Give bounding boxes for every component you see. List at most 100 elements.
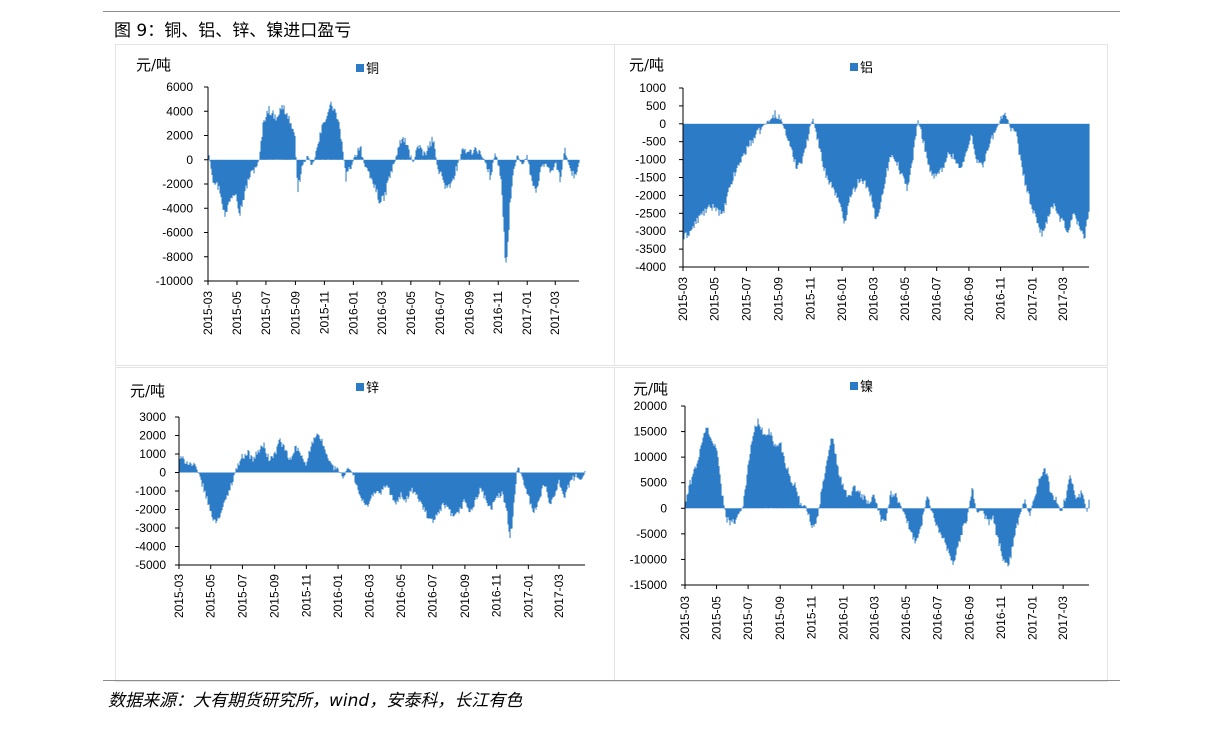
legend-label: 镍 (860, 380, 873, 395)
bar (340, 139, 342, 160)
bar (535, 159, 537, 193)
bar (484, 472, 486, 496)
x-tick-label: 2015-05 (204, 574, 218, 618)
bar (370, 472, 372, 499)
y-tick-label: -2000 (135, 503, 166, 517)
bar (833, 123, 835, 190)
bar (242, 458, 244, 473)
bar (332, 110, 334, 160)
bar (422, 472, 424, 510)
bar (730, 123, 732, 185)
bar (325, 119, 327, 160)
bar (963, 508, 965, 524)
bar (327, 458, 329, 473)
bar (346, 159, 348, 172)
bar (371, 159, 373, 180)
y-tick-label: -500 (642, 135, 666, 149)
bar (456, 472, 458, 513)
bar (475, 472, 477, 497)
x-tick-label: 2016-11 (491, 291, 505, 334)
bar (783, 456, 785, 509)
bar (843, 489, 845, 509)
bar (1029, 508, 1031, 516)
y-tick-label: -1000 (135, 484, 166, 498)
bar (882, 123, 884, 194)
bar (909, 508, 911, 531)
bar (512, 159, 514, 176)
bar (1036, 123, 1038, 224)
bar (508, 472, 510, 532)
bar (711, 123, 713, 211)
bar (574, 472, 576, 477)
bar (1070, 123, 1072, 221)
x-tick-label: 2016-01 (835, 277, 849, 321)
bar (345, 159, 347, 182)
bar (776, 444, 778, 509)
bar (297, 447, 299, 473)
bar (355, 157, 357, 160)
bar (845, 490, 847, 509)
bar (740, 123, 742, 163)
bar (416, 472, 418, 495)
bar (1077, 123, 1079, 222)
bar (962, 123, 964, 162)
y-tick-label: 0 (159, 466, 166, 480)
bar (311, 159, 313, 165)
bar (484, 159, 486, 163)
bar (454, 472, 456, 515)
bar (348, 469, 350, 473)
bar (544, 472, 546, 487)
bar (344, 472, 346, 476)
bar (520, 159, 522, 163)
bar (1008, 123, 1010, 125)
bar (1063, 499, 1065, 509)
bar (477, 153, 479, 160)
bar (996, 123, 998, 128)
bar (1012, 123, 1014, 129)
bar (955, 508, 957, 556)
bar (526, 154, 528, 160)
bar (718, 466, 720, 509)
y-unit-label: 元/吨 (629, 56, 664, 74)
bar (945, 123, 947, 162)
bar (328, 460, 330, 473)
bar (870, 123, 872, 195)
bar (757, 123, 759, 130)
bar (264, 121, 266, 160)
bar (249, 458, 251, 473)
bar (798, 123, 800, 163)
y-tick-label: 3000 (139, 410, 166, 424)
bar (1061, 508, 1063, 511)
bar (533, 472, 535, 513)
bar (954, 123, 956, 160)
bar (690, 123, 692, 231)
bar (781, 452, 783, 509)
bar (347, 467, 349, 473)
x-tick-label: 2016-03 (867, 596, 881, 640)
bar (878, 123, 880, 213)
bar (386, 159, 388, 183)
bar (870, 501, 872, 509)
bar (903, 508, 905, 513)
x-tick-label: 2015-07 (259, 291, 273, 335)
bar (435, 472, 437, 515)
bar (973, 498, 975, 509)
bar (498, 472, 500, 493)
y-tick-label: -3000 (635, 224, 666, 238)
bar (541, 159, 543, 166)
bar (235, 159, 237, 195)
bar (706, 428, 708, 509)
bar (899, 123, 901, 175)
bar (936, 123, 938, 175)
bar (807, 508, 809, 515)
bar (811, 121, 813, 124)
bar (318, 435, 320, 473)
bar (268, 461, 270, 473)
bar (1079, 497, 1081, 509)
bar (548, 472, 550, 503)
bar (441, 472, 443, 505)
bar (367, 472, 369, 507)
bar (972, 489, 974, 509)
bar (1075, 498, 1077, 509)
bar (702, 123, 704, 211)
